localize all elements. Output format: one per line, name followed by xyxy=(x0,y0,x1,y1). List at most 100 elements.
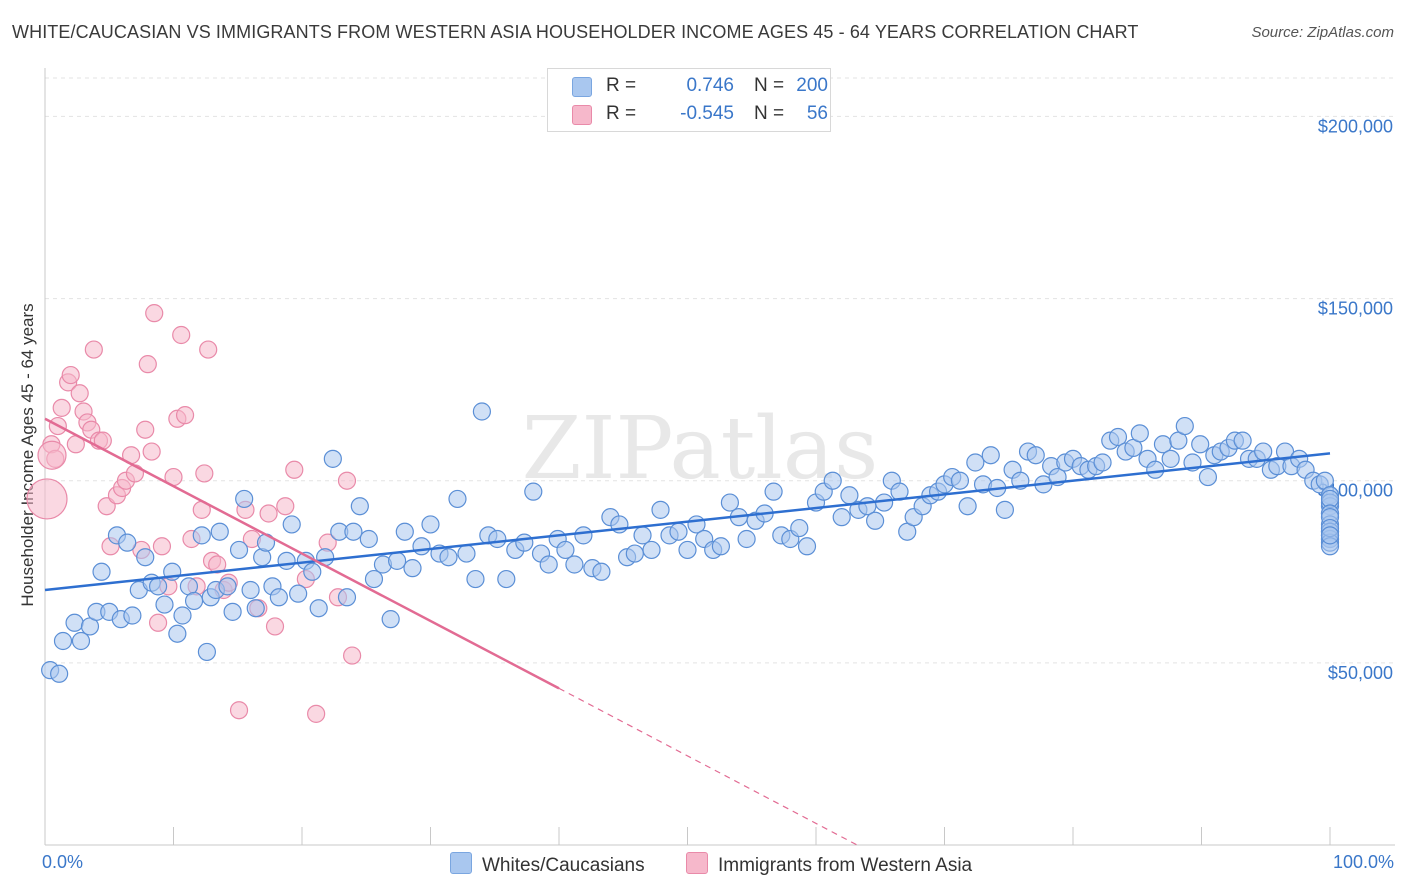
data-point xyxy=(448,489,467,509)
data-point xyxy=(337,471,357,490)
data-point xyxy=(823,471,842,490)
data-point xyxy=(625,544,644,563)
y-tick-label: $150,000 xyxy=(1318,299,1393,319)
legend-row-immigrants: R = -0.545 N = 56 xyxy=(572,101,828,127)
data-point xyxy=(958,497,977,516)
data-point xyxy=(497,569,516,589)
data-point xyxy=(737,529,756,549)
legend-item-immigrants: Immigrants from Western Asia xyxy=(686,852,972,877)
data-point xyxy=(720,493,740,512)
data-point xyxy=(148,613,168,632)
data-point xyxy=(711,537,731,556)
data-point xyxy=(1320,526,1340,545)
data-point xyxy=(241,580,260,600)
x-tick-label-max: 100.0% xyxy=(1332,852,1394,872)
legend-r-label: R = xyxy=(606,75,637,96)
data-point xyxy=(337,588,357,607)
data-point xyxy=(123,606,142,625)
data-point xyxy=(37,440,67,470)
series-whites-caucasians xyxy=(41,402,1340,683)
data-point xyxy=(403,559,422,578)
legend-n-label: N = xyxy=(754,75,785,96)
data-point xyxy=(70,384,89,403)
series-immigrants-western-asia xyxy=(26,304,362,723)
data-point xyxy=(364,569,384,589)
data-point xyxy=(276,497,295,516)
data-point xyxy=(343,646,362,665)
data-point xyxy=(1026,446,1045,465)
data-point xyxy=(651,500,670,519)
data-point xyxy=(539,555,558,574)
legend-label-whites: Whites/Caucasians xyxy=(482,855,645,876)
data-point xyxy=(669,522,688,541)
data-point xyxy=(265,617,285,636)
data-point xyxy=(192,526,211,545)
data-point xyxy=(52,398,71,417)
legend-r-value: -0.545 xyxy=(680,103,734,124)
data-point xyxy=(152,537,172,556)
data-point xyxy=(556,540,575,560)
legend-row-whites: R = 0.746 N = 200 xyxy=(572,73,828,99)
data-point xyxy=(412,537,431,556)
legend-swatch-blue xyxy=(450,852,472,874)
legend-item-whites: Whites/Caucasians xyxy=(450,852,645,877)
data-point xyxy=(457,544,476,563)
data-point xyxy=(195,464,214,483)
trend-line-immigrants xyxy=(44,417,560,690)
y-tick-label: $200,000 xyxy=(1318,116,1393,136)
x-tick-label-min: 0.0% xyxy=(42,852,84,872)
data-point xyxy=(269,588,288,607)
data-point xyxy=(168,624,187,643)
data-point xyxy=(421,515,440,534)
data-point xyxy=(1093,453,1112,472)
data-point xyxy=(84,340,103,359)
legend-swatch-pink xyxy=(572,105,592,125)
chart-title: WHITE/CAUCASIAN VS IMMIGRANTS FROM WESTE… xyxy=(12,22,1139,42)
data-point xyxy=(797,537,817,556)
data-point xyxy=(1175,416,1194,436)
data-point xyxy=(565,555,584,574)
legend-n-value: 56 xyxy=(806,103,828,124)
y-tick-labels: $50,000$100,000$150,000$200,000 xyxy=(1318,116,1393,682)
data-point xyxy=(307,704,326,723)
data-point xyxy=(642,540,661,560)
data-point xyxy=(138,355,157,374)
data-point xyxy=(309,599,328,618)
data-point xyxy=(344,522,363,541)
data-point xyxy=(592,562,611,581)
data-point xyxy=(218,577,237,596)
legend-r-label: R = xyxy=(606,103,637,124)
legend-r-value: 0.746 xyxy=(686,75,734,96)
data-point xyxy=(387,551,407,570)
data-point xyxy=(289,584,308,603)
data-point xyxy=(199,340,218,359)
data-point xyxy=(155,595,174,614)
data-point xyxy=(173,606,192,625)
data-point xyxy=(148,577,168,596)
data-point xyxy=(145,304,164,323)
data-point xyxy=(208,555,227,574)
data-point xyxy=(574,526,593,545)
data-point xyxy=(995,500,1014,519)
data-point xyxy=(466,569,485,589)
stats-legend: R = 0.746 N = 200 R = -0.545 N = 56 xyxy=(547,68,831,132)
data-point xyxy=(395,522,414,541)
trend-line-whites xyxy=(44,452,1331,592)
data-point xyxy=(229,701,249,720)
data-point xyxy=(439,548,458,567)
trend-line-immigrants-extension xyxy=(558,687,858,846)
data-point xyxy=(92,562,111,581)
data-point xyxy=(472,402,491,421)
data-point xyxy=(524,482,543,501)
trend-lines xyxy=(44,417,1331,846)
data-point xyxy=(1233,431,1252,450)
data-point xyxy=(1161,449,1180,468)
data-point xyxy=(172,325,191,345)
data-point xyxy=(350,497,369,516)
data-point xyxy=(633,526,652,545)
data-point xyxy=(488,529,507,549)
data-point xyxy=(790,518,809,538)
data-point xyxy=(65,613,84,632)
legend-n-value: 200 xyxy=(796,75,828,96)
